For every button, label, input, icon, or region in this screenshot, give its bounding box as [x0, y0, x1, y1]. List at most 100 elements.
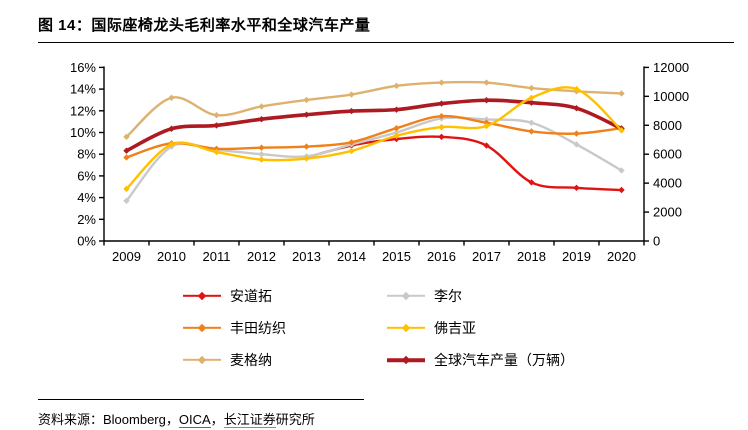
legend-swatch-icon [183, 291, 221, 301]
series-line-安道拓 [305, 135, 623, 192]
figure-title: 图 14：国际座椅龙头毛利率水平和全球汽车产量 [38, 14, 734, 43]
x-tick-label: 2016 [427, 249, 456, 264]
x-tick-label: 2009 [112, 249, 141, 264]
series-marker-佛吉亚 [258, 156, 265, 163]
legend-item-全球汽车产量（万辆）: 全球汽车产量（万辆） [387, 351, 574, 369]
series-marker-佛吉亚 [483, 122, 490, 130]
legend-label: 丰田纺织 [230, 320, 286, 336]
series-marker-佛吉亚 [168, 141, 175, 148]
series-marker-丰田纺织 [438, 113, 445, 120]
series-marker-安道拓 [483, 142, 490, 149]
series-marker-丰田纺织 [348, 139, 355, 146]
series-marker-麦格纳 [438, 79, 445, 86]
y-right-tick-label: 12000 [653, 60, 689, 75]
series-marker-全球汽车产量（万辆） [393, 106, 400, 113]
legend-swatch-icon [183, 355, 221, 365]
y-left-tick-label: 0% [77, 234, 96, 249]
y-left-tick-label: 6% [77, 168, 96, 183]
series-marker-全球汽车产量（万辆） [483, 97, 490, 104]
series-line-李尔 [125, 116, 623, 203]
y-right-tick-label: 10000 [653, 89, 689, 104]
series-marker-李尔 [573, 141, 580, 148]
chart-legend: 安道拓 李尔丰田纺织 佛吉亚麦格纳 全球汽车产量（万辆） [0, 0, 748, 368]
series-marker-李尔 [528, 119, 535, 126]
series-marker-全球汽车产量（万辆） [213, 122, 220, 129]
legend-label: 全球汽车产量（万辆） [434, 352, 574, 368]
y-left-tick-label: 2% [77, 212, 96, 227]
series-marker-佛吉亚 [123, 185, 130, 193]
series-marker-安道拓 [618, 186, 625, 194]
series-line-丰田纺织 [125, 114, 623, 159]
source-link-OICA[interactable]: OICA [178, 412, 211, 428]
y-right-tick-label: 8000 [653, 118, 682, 133]
series-marker-全球汽车产量（万辆） [348, 107, 355, 115]
source-text: 研究所 [275, 412, 315, 427]
series-marker-麦格纳 [483, 79, 490, 86]
legend-label: 安道拓 [230, 288, 272, 304]
x-tick-label: 2019 [562, 249, 591, 264]
x-tick-label: 2017 [472, 249, 501, 264]
series-marker-麦格纳 [168, 94, 175, 101]
series-marker-丰田纺织 [393, 124, 400, 132]
series-marker-全球汽车产量（万辆） [168, 125, 175, 132]
series-marker-佛吉亚 [573, 85, 580, 93]
series-marker-佛吉亚 [528, 94, 535, 101]
legend-marker-icon [197, 323, 207, 333]
series-marker-麦格纳 [123, 133, 130, 141]
legend-marker-icon [401, 355, 411, 365]
series-marker-麦格纳 [258, 103, 265, 110]
legend-item-丰田纺织: 丰田纺织 [183, 319, 286, 337]
series-line-佛吉亚 [125, 86, 623, 191]
legend-marker-icon [401, 291, 411, 301]
series-marker-李尔 [393, 129, 400, 136]
series-marker-全球汽车产量（万辆） [438, 100, 445, 107]
legend-label: 佛吉亚 [434, 320, 476, 336]
series-marker-全球汽车产量（万辆） [123, 147, 130, 154]
series-marker-李尔 [618, 167, 625, 174]
y-left-tick-label: 10% [70, 125, 96, 140]
y-right-tick-label: 0 [653, 234, 660, 249]
series-line-全球汽车产量（万辆） [124, 98, 624, 153]
series-marker-麦格纳 [213, 111, 220, 119]
legend-item-佛吉亚: 佛吉亚 [387, 319, 476, 337]
series-marker-全球汽车产量（万辆） [528, 99, 535, 106]
x-tick-label: 2010 [157, 249, 186, 264]
series-marker-佛吉亚 [393, 132, 400, 139]
legend-marker-icon [197, 355, 207, 365]
source-note: 资料来源：Bloomberg，OICA，长江证券研究所 [38, 399, 364, 428]
series-marker-安道拓 [528, 179, 535, 186]
x-tick-label: 2012 [247, 249, 276, 264]
x-tick-label: 2018 [517, 249, 546, 264]
y-left-tick-label: 12% [70, 103, 96, 118]
series-marker-佛吉亚 [438, 123, 445, 131]
legend-item-安道拓: 安道拓 [183, 287, 272, 305]
x-tick-label: 2013 [292, 249, 321, 264]
series-marker-丰田纺织 [528, 128, 535, 135]
series-marker-丰田纺织 [258, 144, 265, 151]
series-marker-丰田纺织 [123, 154, 130, 161]
series-marker-佛吉亚 [303, 155, 310, 162]
series-marker-全球汽车产量（万辆） [573, 104, 580, 112]
legend-label: 麦格纳 [230, 352, 272, 368]
series-marker-丰田纺织 [303, 143, 310, 150]
series-marker-麦格纳 [618, 90, 625, 97]
series-marker-麦格纳 [528, 84, 535, 92]
legend-item-麦格纳: 麦格纳 [183, 351, 272, 369]
legend-item-李尔: 李尔 [387, 287, 462, 305]
x-tick-label: 2014 [337, 249, 366, 264]
y-right-tick-label: 4000 [653, 176, 682, 191]
source-link-长江证券[interactable]: 长江证券 [223, 412, 276, 428]
source-text: ， [210, 412, 224, 427]
series-marker-李尔 [123, 197, 130, 205]
series-marker-佛吉亚 [213, 148, 220, 156]
y-right-tick-label: 6000 [653, 147, 682, 162]
legend-marker-icon [197, 291, 207, 301]
series-marker-麦格纳 [348, 91, 355, 98]
legend-swatch-icon [183, 323, 221, 333]
x-tick-label: 2015 [382, 249, 411, 264]
legend-swatch-icon [387, 355, 425, 365]
legend-marker-icon [401, 323, 411, 333]
series-marker-李尔 [483, 116, 490, 123]
series-marker-李尔 [258, 151, 265, 158]
